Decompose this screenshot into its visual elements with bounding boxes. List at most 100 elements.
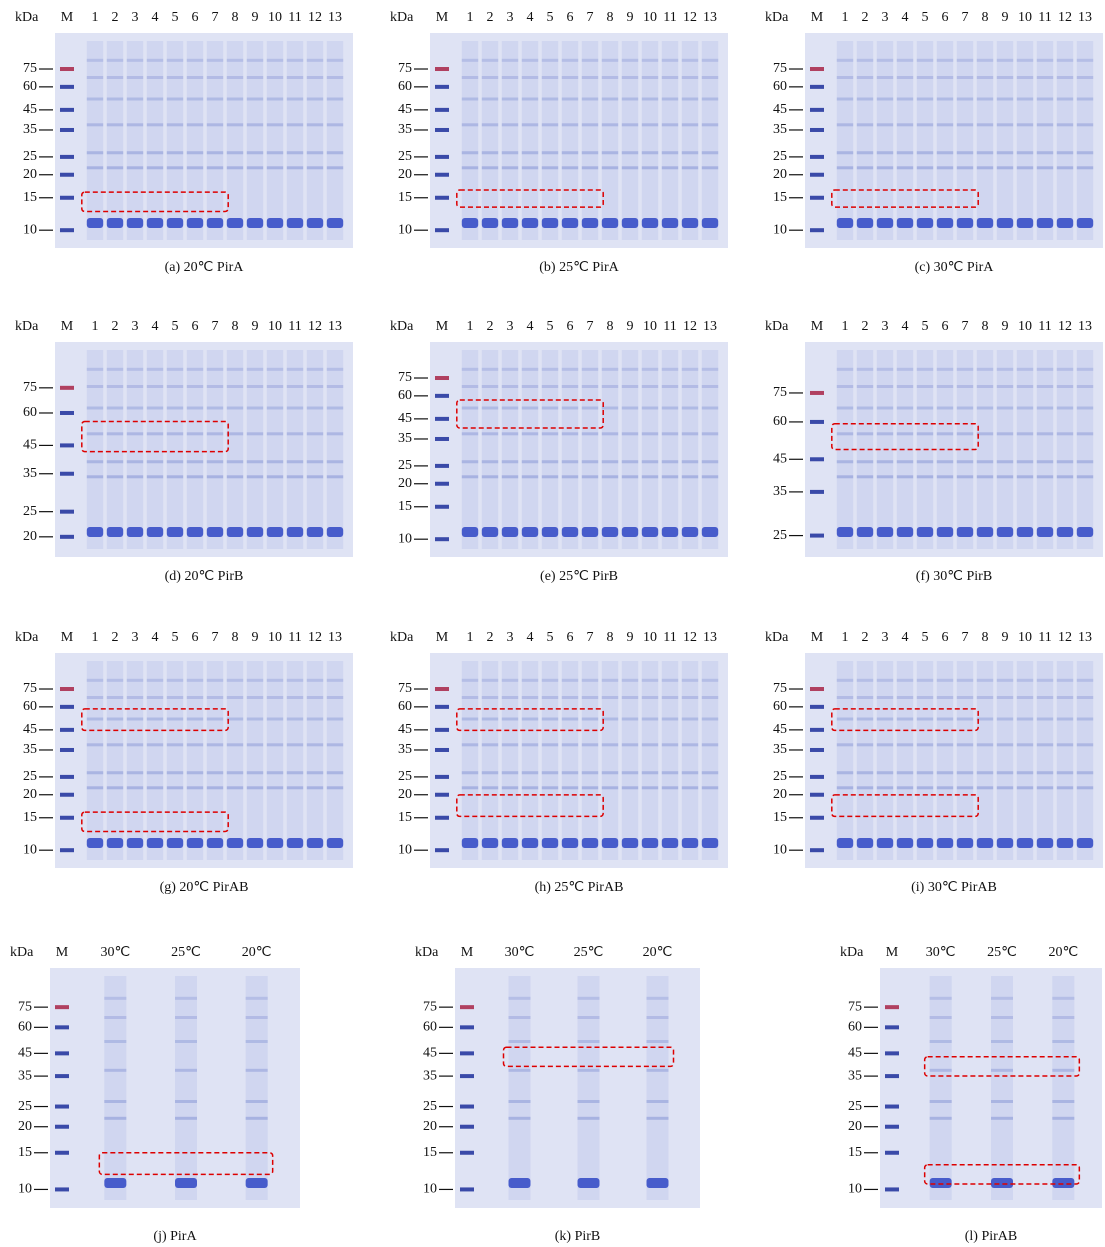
- marker-band: [435, 195, 449, 200]
- band: [836, 786, 854, 790]
- marker-label: 20: [398, 476, 412, 491]
- band: [876, 97, 894, 101]
- band: [1036, 97, 1054, 101]
- band: [876, 527, 894, 537]
- lane: [106, 661, 124, 860]
- band: [306, 151, 324, 155]
- marker-label: 60: [398, 699, 412, 714]
- marker-band: [460, 1005, 474, 1010]
- band: [641, 475, 659, 479]
- band: [286, 97, 304, 101]
- band: [876, 432, 894, 436]
- marker-label: 35: [18, 1068, 32, 1083]
- marker-band: [60, 534, 74, 539]
- band: [266, 385, 284, 388]
- band: [104, 1100, 127, 1103]
- band: [541, 743, 559, 747]
- band: [836, 151, 854, 155]
- band: [1076, 151, 1094, 155]
- marker-label: 45: [423, 1046, 437, 1061]
- lane-label: 10: [1018, 10, 1032, 25]
- band: [1056, 123, 1074, 127]
- band: [286, 151, 304, 155]
- band: [1016, 475, 1034, 479]
- band: [1052, 1116, 1075, 1120]
- band: [461, 406, 479, 410]
- band: [836, 717, 854, 721]
- band: [245, 1040, 268, 1043]
- band: [916, 385, 934, 388]
- band: [226, 367, 244, 371]
- band: [996, 97, 1014, 101]
- band: [621, 475, 639, 479]
- band: [581, 406, 599, 410]
- band: [929, 996, 952, 1000]
- marker-band: [810, 172, 824, 177]
- band: [246, 97, 264, 101]
- lane-label: 13: [328, 10, 342, 25]
- lane-label: 8: [607, 10, 614, 25]
- marker-label: 10: [23, 842, 37, 857]
- band: [326, 696, 344, 699]
- band: [976, 717, 994, 721]
- band: [326, 385, 344, 388]
- band: [206, 786, 224, 790]
- band: [581, 460, 599, 464]
- band: [646, 1100, 669, 1103]
- band: [581, 58, 599, 62]
- band: [581, 678, 599, 682]
- band: [521, 58, 539, 62]
- band: [641, 696, 659, 699]
- lane: [956, 41, 974, 240]
- marker-band: [435, 727, 449, 732]
- band: [126, 151, 144, 155]
- marker-label: 10: [398, 531, 412, 546]
- lane-label: 30℃: [100, 945, 130, 960]
- marker-band: [55, 1025, 69, 1030]
- band: [226, 406, 244, 410]
- band: [461, 527, 479, 537]
- lane-label: M: [56, 945, 69, 960]
- band: [601, 696, 619, 699]
- lane-label: 9: [252, 10, 259, 25]
- marker-label: 60: [423, 1020, 437, 1035]
- band: [976, 786, 994, 790]
- marker-band: [435, 107, 449, 112]
- band: [541, 76, 559, 79]
- band: [1016, 527, 1034, 537]
- band: [106, 771, 124, 775]
- band: [86, 475, 104, 479]
- band: [956, 151, 974, 155]
- band: [1052, 1178, 1075, 1188]
- lane-label: 12: [1058, 10, 1072, 25]
- band: [621, 696, 639, 699]
- band: [541, 151, 559, 155]
- marker-band: [435, 687, 449, 692]
- lane-label: 25℃: [987, 945, 1017, 960]
- band: [896, 166, 914, 170]
- band: [896, 218, 914, 228]
- band: [226, 385, 244, 388]
- band: [266, 527, 284, 537]
- band: [146, 58, 164, 62]
- marker-band: [810, 815, 824, 820]
- band: [461, 786, 479, 790]
- band: [601, 460, 619, 464]
- band: [876, 771, 894, 775]
- band: [991, 1016, 1013, 1019]
- band: [896, 385, 914, 388]
- lane: [481, 41, 499, 240]
- band: [876, 123, 894, 127]
- band: [701, 838, 719, 848]
- lane: [106, 41, 124, 240]
- marker-label: 35: [773, 742, 787, 757]
- band: [646, 1040, 669, 1043]
- band: [1056, 166, 1074, 170]
- band: [106, 218, 124, 228]
- lane-label: 6: [942, 10, 949, 25]
- lane-label: 13: [328, 630, 342, 645]
- band: [1076, 475, 1094, 479]
- lane: [541, 661, 559, 860]
- band: [601, 58, 619, 62]
- band: [206, 406, 224, 410]
